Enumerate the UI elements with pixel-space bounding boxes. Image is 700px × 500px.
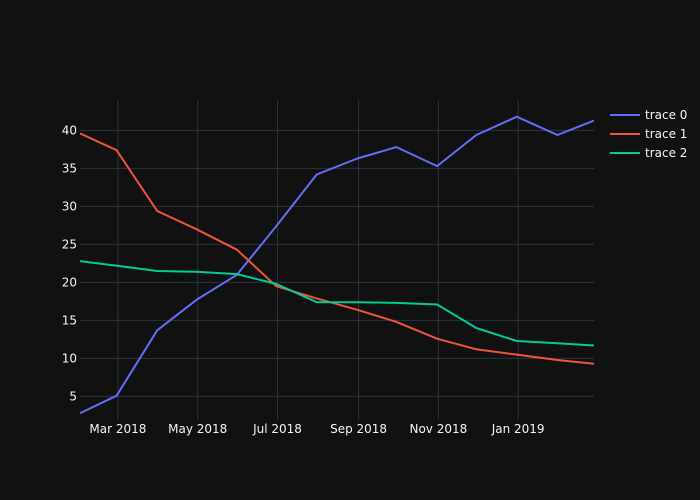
- y-axis: 5 10 15 20 25 30 35 40: [62, 123, 77, 403]
- series-line-trace-1: [80, 132, 594, 365]
- legend-label: trace 1: [645, 127, 687, 141]
- y-tick-label: 25: [62, 237, 77, 251]
- y-tick-label: 30: [62, 199, 77, 213]
- x-tick-label: Jan 2019: [491, 422, 545, 436]
- legend-item-trace-2[interactable]: trace 2: [610, 146, 687, 160]
- x-tick-label: Sep 2018: [330, 422, 387, 436]
- y-tick-label: 35: [62, 161, 77, 175]
- x-tick-label: May 2018: [168, 422, 227, 436]
- y-tick-label: 5: [69, 389, 77, 403]
- legend-item-trace-0[interactable]: trace 0: [610, 108, 687, 122]
- x-tick-label: Nov 2018: [409, 422, 467, 436]
- x-tick-label: Mar 2018: [89, 422, 146, 436]
- x-axis: Mar 2018 May 2018 Jul 2018 Sep 2018 Nov 2018…: [89, 422, 544, 436]
- legend-label: trace 0: [645, 108, 687, 122]
- legend[interactable]: trace 0 trace 1 trace 2: [610, 108, 687, 160]
- legend-label: trace 2: [645, 146, 687, 160]
- x-tick-label: Jul 2018: [252, 422, 302, 436]
- series-line-trace-0: [80, 115, 594, 415]
- y-tick-label: 20: [62, 275, 77, 289]
- y-tick-label: 10: [62, 351, 77, 365]
- series-line-trace-2: [80, 260, 594, 347]
- series-lines: [80, 115, 594, 415]
- y-tick-label: 15: [62, 313, 77, 327]
- y-tick-label: 40: [62, 123, 77, 137]
- grid: [80, 100, 594, 420]
- legend-item-trace-1[interactable]: trace 1: [610, 127, 687, 141]
